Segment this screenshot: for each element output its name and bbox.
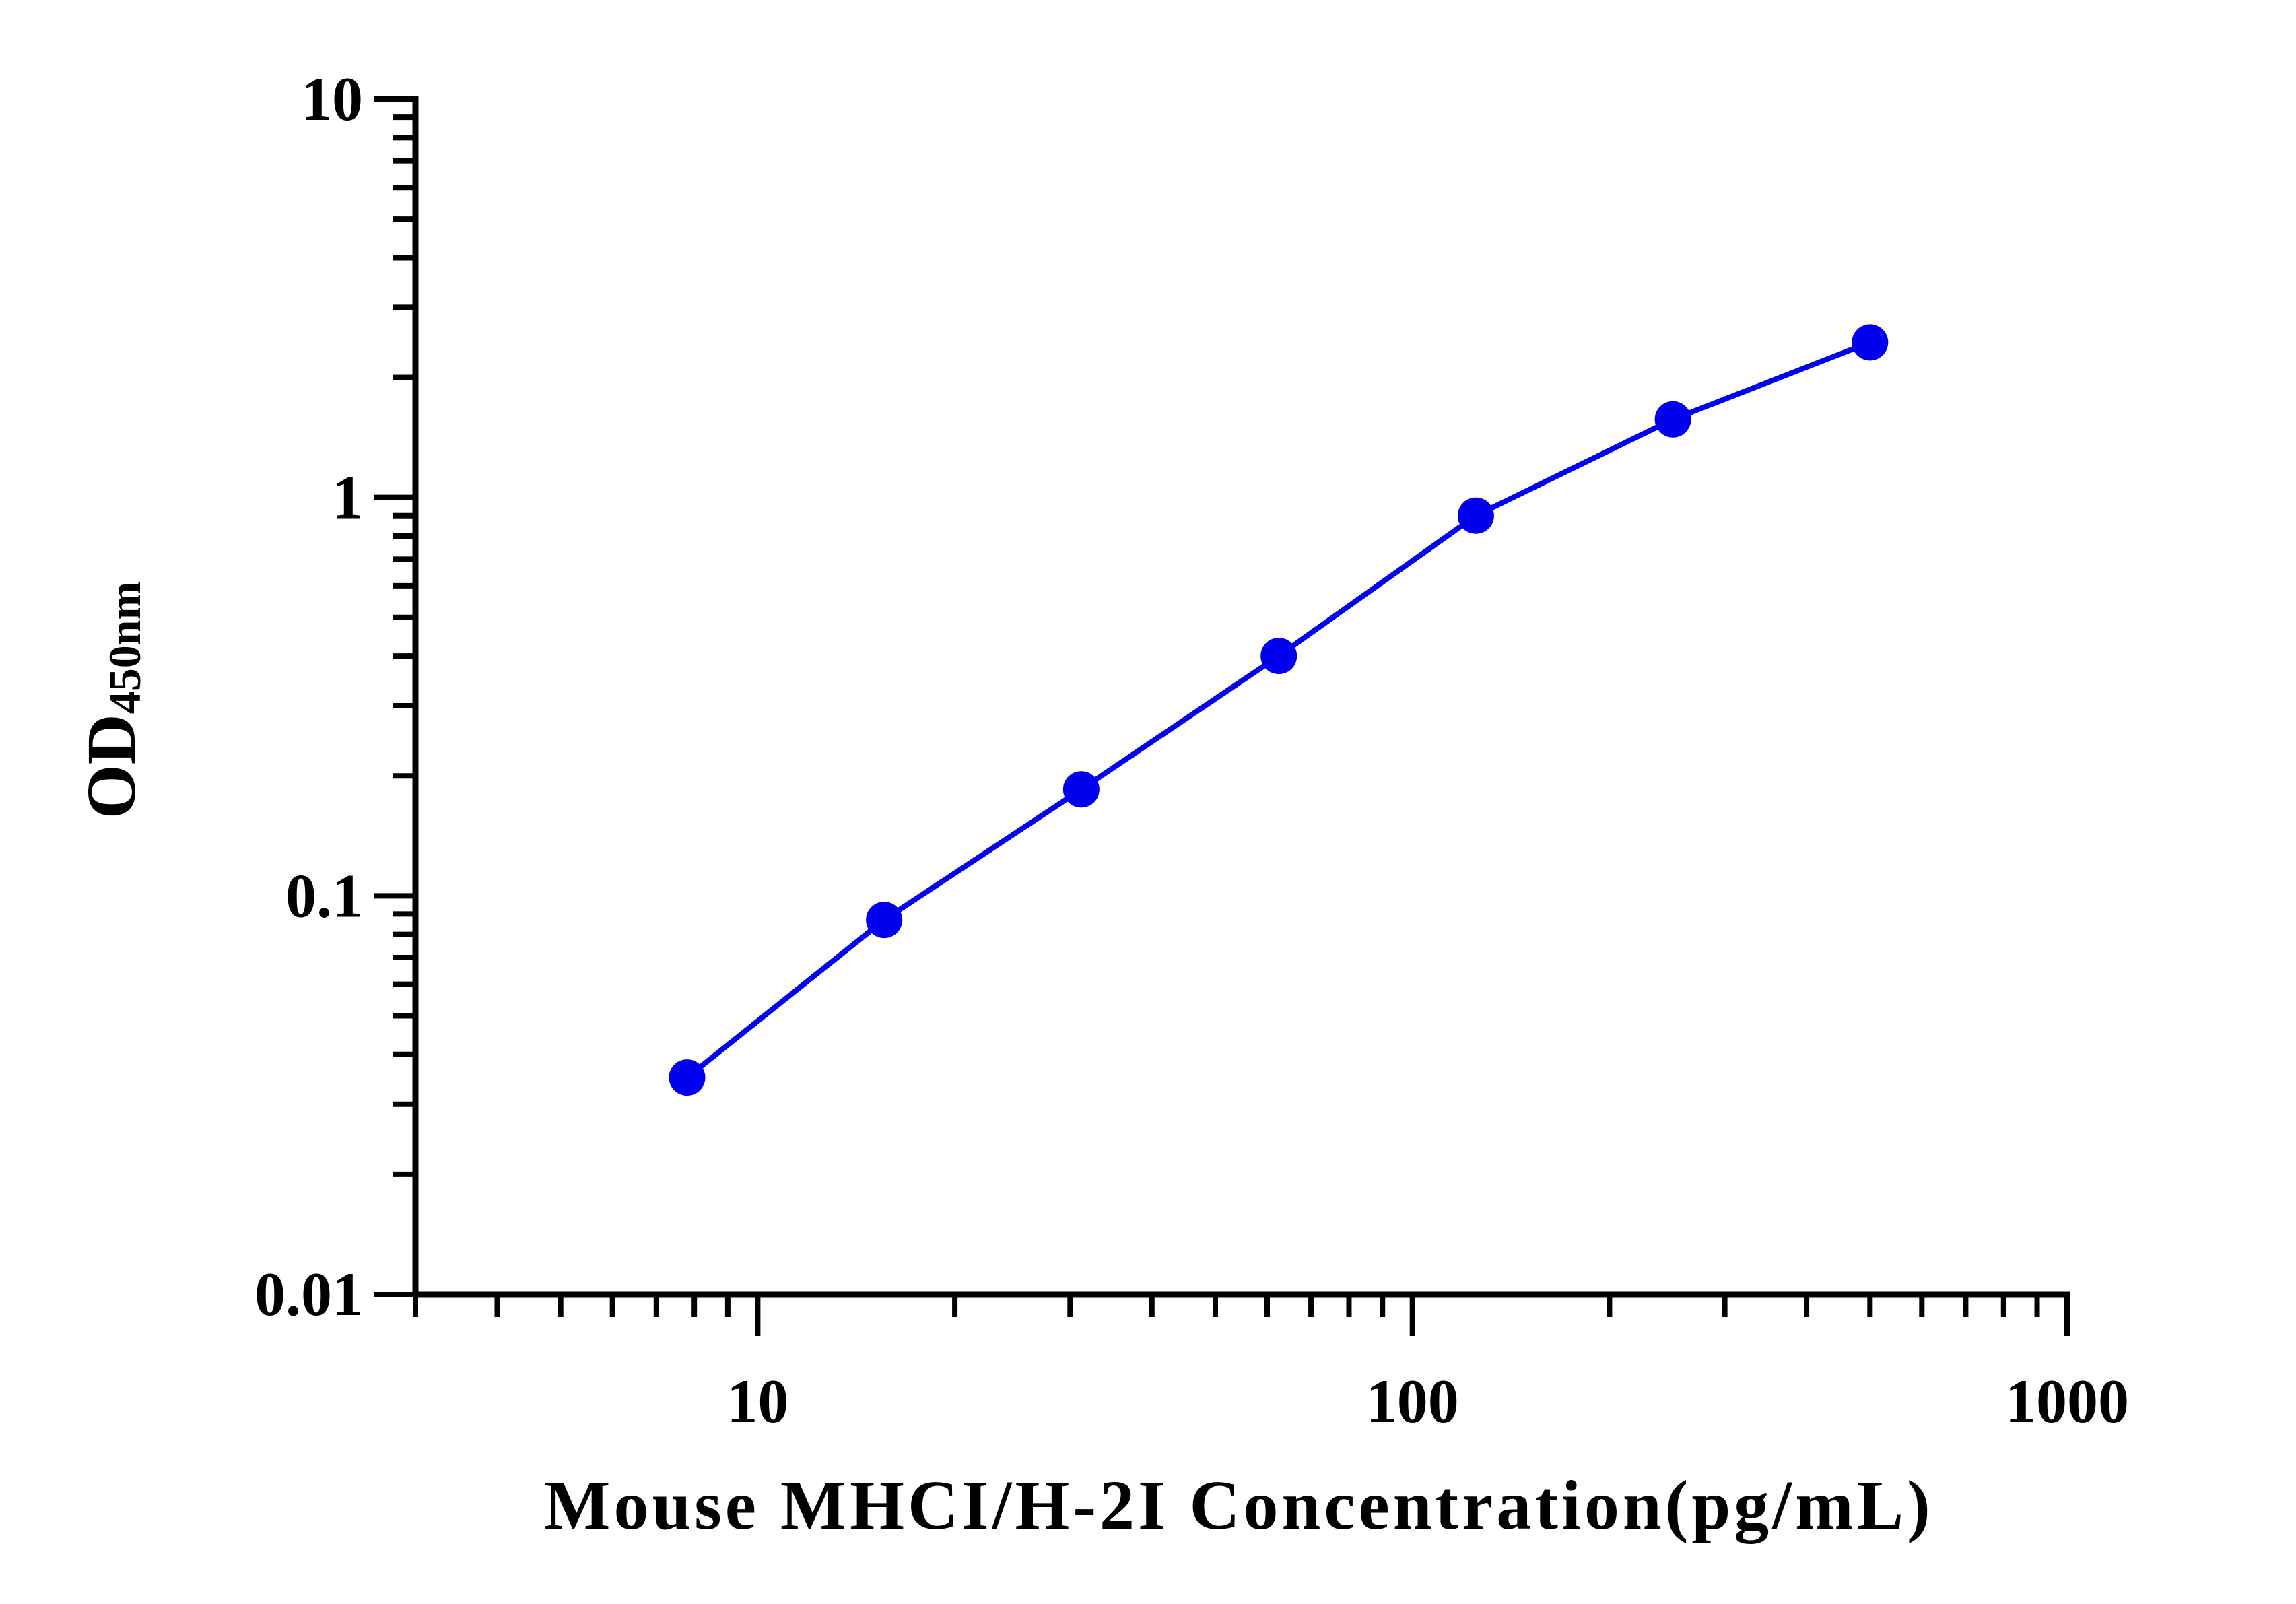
y-tick-labels: 0.01 0.1 1 10 xyxy=(255,65,363,1329)
data-point xyxy=(1260,638,1297,675)
y-tick-label: 0.1 xyxy=(285,861,363,930)
data-point xyxy=(1852,324,1889,361)
y-axis-title: OD450nm xyxy=(73,582,150,819)
data-point xyxy=(1062,771,1100,808)
plot-area xyxy=(669,324,1889,1096)
series-line xyxy=(685,339,1871,1080)
x-ticks xyxy=(413,1294,2070,1336)
x-tick-label: 10 xyxy=(727,1367,788,1436)
y-ticks xyxy=(374,96,415,1297)
y-axis-title-subscript: 450nm xyxy=(99,582,150,714)
data-point xyxy=(1457,497,1494,534)
y-tick-label: 0.01 xyxy=(255,1260,363,1329)
y-tick-label: 10 xyxy=(301,65,363,133)
y-tick-label: 1 xyxy=(332,463,363,532)
x-tick-labels: 10 100 1000 xyxy=(727,1367,2129,1436)
data-points xyxy=(669,324,1889,1096)
x-tick-label: 1000 xyxy=(2005,1367,2129,1436)
data-point xyxy=(669,1059,706,1096)
data-point xyxy=(1654,401,1691,438)
axes: 0.01 0.1 1 10 10 100 1000 xyxy=(255,65,2129,1436)
y-axis-title-main: OD xyxy=(73,714,150,819)
x-tick-label: 100 xyxy=(1366,1367,1459,1436)
data-point xyxy=(866,902,903,939)
x-axis-title: Mouse MHCI/H-2I Concentration(pg/mL) xyxy=(544,1467,1933,1544)
